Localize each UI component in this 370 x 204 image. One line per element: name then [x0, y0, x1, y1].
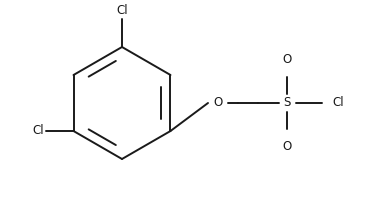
Text: O: O [213, 96, 223, 110]
Text: Cl: Cl [116, 4, 128, 17]
Text: Cl: Cl [32, 124, 44, 137]
Text: S: S [283, 96, 291, 110]
Text: O: O [282, 140, 292, 153]
Text: Cl: Cl [332, 96, 344, 110]
Text: O: O [282, 53, 292, 66]
